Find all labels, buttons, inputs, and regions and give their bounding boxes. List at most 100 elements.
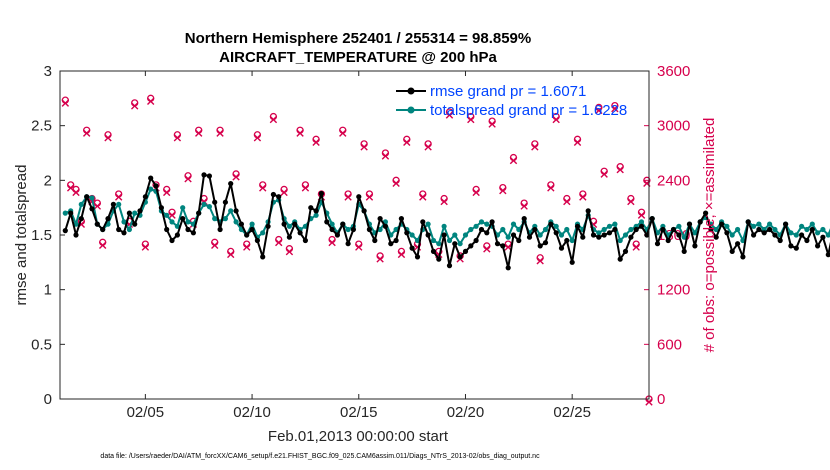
rmse-point: [654, 241, 661, 247]
rmse-point: [382, 223, 388, 229]
legend-rmse-label: rmse grand pr = 1.6071: [430, 83, 586, 100]
rmse-point: [132, 221, 138, 227]
rmse-point: [372, 237, 378, 244]
totalspread-point: [126, 226, 132, 233]
totalspread-point: [201, 201, 207, 207]
totalspread-point: [516, 226, 522, 233]
plot-area-frame: [59, 70, 650, 400]
totalspread-point: [452, 232, 458, 238]
rmse-point: [761, 230, 767, 236]
rmse-point: [100, 226, 106, 233]
rmse-point: [233, 208, 239, 214]
x-axis: 02/05 02/10 02/15 02/20 02/25: [127, 71, 591, 421]
rmse-point: [436, 256, 442, 262]
rmse-point: [260, 254, 266, 260]
obs-assimilated-marker: [168, 211, 176, 219]
rmse-point: [751, 232, 757, 238]
rmse-point: [180, 216, 186, 222]
right-y-tick-label: 1200: [657, 282, 690, 299]
totalspread-point: [596, 230, 602, 236]
totalspread-point: [500, 226, 506, 233]
obs-assimilated-marker: [595, 106, 603, 115]
rmse-point: [340, 221, 346, 227]
obs-assimilated-marker: [253, 134, 262, 142]
rmse-point: [724, 230, 730, 236]
obs-assimilated-marker: [573, 138, 582, 147]
obs-assimilated-marker: [355, 243, 363, 251]
totalspread-point: [804, 226, 810, 233]
rmse-point: [516, 237, 522, 244]
rmse-point: [494, 241, 501, 247]
totalspread-point: [628, 226, 634, 233]
obs-assimilated-marker: [141, 243, 150, 251]
obs-assimilated-marker: [536, 257, 544, 265]
rmse-point: [745, 219, 751, 225]
rmse-point: [735, 241, 741, 247]
totalspread-point: [185, 219, 191, 225]
totalspread-point: [329, 221, 335, 227]
totalspread-point: [510, 221, 517, 227]
rmse-point: [121, 230, 127, 236]
obs-assimilated-marker: [211, 241, 219, 249]
obs-assimilated-marker: [499, 186, 507, 195]
obs-assimilated-marker: [301, 184, 310, 192]
rmse-point: [158, 205, 164, 211]
x-tick-label: 02/05: [127, 404, 165, 421]
totalspread-point: [788, 230, 794, 236]
rmse-point: [398, 216, 404, 222]
data-file-footer: data file: /Users/raeder/DAI/ATM_forcXX/…: [100, 453, 540, 460]
rmse-point: [767, 226, 773, 233]
rmse-point: [446, 263, 453, 269]
rmse-point: [756, 226, 762, 233]
obs-assimilated-marker: [98, 241, 107, 249]
rmse-point: [622, 248, 629, 254]
totalspread-point: [409, 232, 415, 238]
rmse-point: [110, 201, 116, 207]
obs-assimilated-marker: [547, 184, 555, 192]
obs-assimilated-marker: [104, 134, 112, 142]
obs-assimilated-marker: [184, 175, 192, 183]
totalspread-point: [558, 232, 565, 238]
rmse-point: [660, 226, 666, 233]
rmse-point: [665, 237, 671, 244]
totalspread-point: [425, 221, 431, 227]
obs-assimilated-marker: [467, 115, 475, 124]
rmse-point: [633, 226, 639, 233]
totalspread-point: [676, 223, 682, 229]
totalspread-point: [62, 210, 68, 216]
totalspread-point: [233, 219, 239, 225]
rmse-point: [649, 216, 655, 222]
obs-assimilated-marker: [637, 211, 646, 219]
obs-assimilated-marker: [82, 129, 91, 137]
y-tick-label: 1.5: [31, 227, 52, 244]
rmse-point: [606, 230, 613, 236]
obs-assimilated-marker: [173, 134, 182, 142]
rmse-point: [265, 223, 271, 229]
rmse-point: [329, 226, 335, 233]
totalspread-point: [436, 241, 442, 247]
obs-assimilated-marker: [392, 179, 400, 188]
rmse-point: [569, 259, 575, 265]
totalspread-point: [473, 223, 479, 229]
obs-assimilated-marker: [504, 243, 512, 251]
totalspread-point: [446, 237, 453, 244]
rmse-point: [68, 210, 74, 216]
rmse-point: [420, 219, 426, 225]
rmse-point: [686, 221, 693, 227]
obs-assimilated-marker: [440, 197, 448, 206]
rmse-point: [713, 234, 719, 240]
rmse-point: [276, 194, 282, 200]
rmse-point: [820, 234, 826, 240]
rmse-point: [414, 254, 421, 260]
rmse-point: [452, 241, 458, 247]
rmse-point: [825, 252, 830, 258]
totalspread-point: [735, 226, 741, 233]
totalspread-point: [505, 234, 511, 240]
obs-assimilated-marker: [61, 99, 70, 107]
rmse-point: [212, 199, 218, 205]
obs-assimilated-marker: [424, 143, 432, 151]
totalspread-point: [132, 210, 138, 216]
obs-assimilated-marker: [632, 243, 640, 251]
rmse-point: [500, 243, 506, 249]
totalspread-point: [457, 241, 463, 247]
